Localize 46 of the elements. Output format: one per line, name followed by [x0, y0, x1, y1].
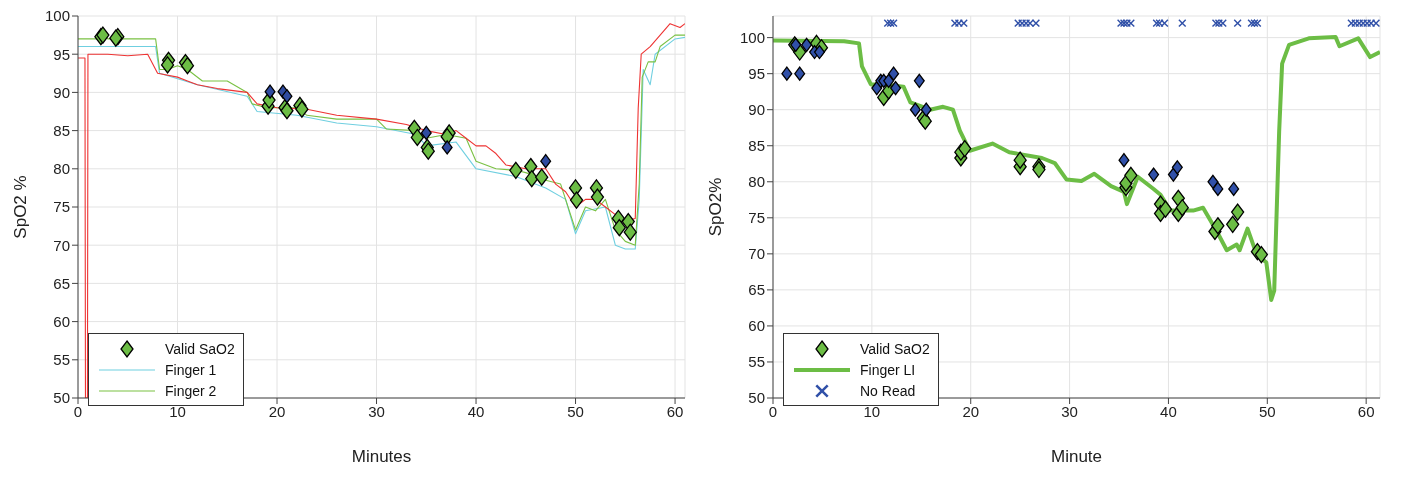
legend-label: Valid SaO2	[165, 340, 235, 357]
legend-label: Valid SaO2	[860, 340, 930, 357]
x-axis-title: Minutes	[351, 447, 412, 466]
x-tick-label: 40	[1160, 402, 1177, 420]
legend-label: Finger 2	[165, 382, 217, 399]
y-tick-label: 60	[748, 317, 765, 335]
x-tick-label: 50	[1258, 402, 1276, 420]
y-tick-label: 80	[53, 160, 70, 178]
y-tick-label: 85	[748, 137, 765, 155]
x-tick-label: 10	[169, 402, 186, 420]
y-tick-label: 95	[53, 45, 70, 63]
y-tick-label: 60	[53, 312, 70, 330]
y-tick-label: 100	[739, 28, 765, 46]
y-tick-label: 70	[748, 245, 765, 263]
y-tick-label: 100	[44, 7, 70, 25]
x-tick-label: 60	[666, 402, 684, 420]
x-tick-label: 0	[768, 402, 778, 420]
legend-label: Finger 1	[165, 361, 217, 378]
x-tick-label: 30	[1061, 402, 1078, 420]
legend-label: No Read	[860, 382, 916, 399]
y-tick-label: 75	[748, 209, 765, 227]
x-tick-label: 0	[73, 402, 83, 420]
x-tick-label: 20	[268, 402, 286, 420]
y-axis-title: SpO2 %	[11, 175, 31, 239]
x-tick-label: 60	[1357, 402, 1375, 420]
x-tick-label: 40	[467, 402, 485, 420]
legend-label: Finger LI	[860, 361, 916, 378]
y-tick-label: 65	[53, 274, 70, 292]
y-tick-label: 55	[748, 353, 765, 371]
y-tick-label: 50	[53, 389, 70, 407]
y-tick-label: 95	[748, 64, 765, 82]
y-tick-label: 90	[748, 101, 765, 119]
y-tick-label: 75	[53, 198, 70, 216]
y-tick-label: 65	[748, 281, 765, 299]
x-tick-label: 50	[567, 402, 584, 420]
y-tick-label: 85	[53, 121, 70, 139]
y-tick-label: 55	[53, 351, 70, 369]
y-tick-label: 90	[53, 83, 70, 101]
x-tick-label: 30	[368, 402, 385, 420]
x-tick-label: 10	[863, 402, 881, 420]
x-axis-title: Minute	[1050, 447, 1103, 466]
y-tick-label: 80	[748, 173, 765, 191]
y-axis-title: SpO2%	[706, 177, 726, 237]
y-tick-label: 70	[53, 236, 70, 254]
y-tick-label: 50	[748, 389, 765, 407]
x-tick-label: 20	[962, 402, 980, 420]
